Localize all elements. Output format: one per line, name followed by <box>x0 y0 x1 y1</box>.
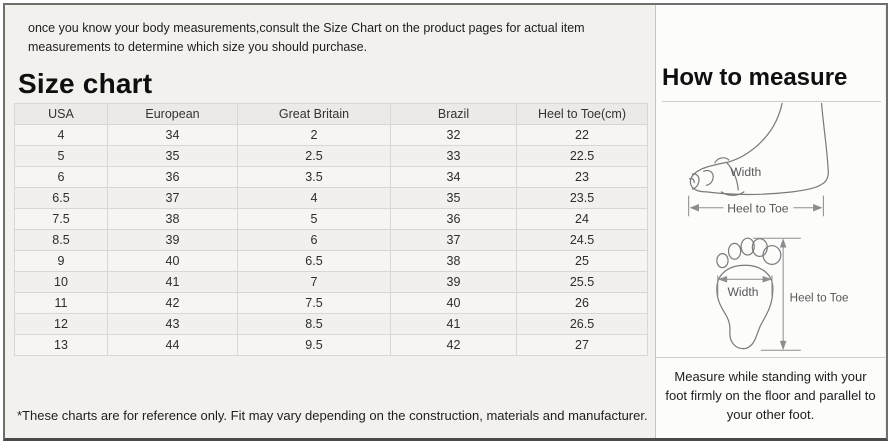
table-cell: 10 <box>14 270 108 293</box>
table-cell: 35 <box>107 144 238 167</box>
table-cell: 26 <box>516 291 648 314</box>
table-row: 8.5 39 6 37 24.5 <box>14 228 648 251</box>
table-cell: 2 <box>237 123 391 146</box>
column-header: Heel to Toe(cm) <box>516 102 648 125</box>
table-cell: 34 <box>390 165 517 188</box>
column-header: Great Britain <box>237 102 391 125</box>
table-cell: 25.5 <box>516 270 648 293</box>
reference-footnote: *These charts are for reference only. Fi… <box>17 408 648 423</box>
table-cell: 22.5 <box>516 144 648 167</box>
size-chart-panel: once you know your body measurements,con… <box>5 5 655 438</box>
table-cell: 42 <box>390 333 517 356</box>
table-row: 7.5 38 5 36 24 <box>14 207 648 230</box>
table-row: 12 43 8.5 41 26.5 <box>14 312 648 335</box>
table-cell: 24.5 <box>516 228 648 251</box>
table-body: 4 34 2 32 22 5 35 2.5 33 22.5 6 36 3.5 34 23 6.5 37 4 35 23… <box>14 123 648 356</box>
table-cell: 6 <box>237 228 391 251</box>
table-row: 6.5 37 4 35 23.5 <box>14 186 648 209</box>
table-cell: 38 <box>107 207 238 230</box>
table-cell: 4 <box>14 123 108 146</box>
table-row: 13 44 9.5 42 27 <box>14 333 648 356</box>
table-cell: 40 <box>390 291 517 314</box>
table-cell: 37 <box>390 228 517 251</box>
table-cell: 11 <box>14 291 108 314</box>
table-cell: 3.5 <box>237 165 391 188</box>
table-cell: 40 <box>107 249 238 272</box>
table-cell: 8.5 <box>237 312 391 335</box>
table-cell: 6.5 <box>237 249 391 272</box>
table-cell: 41 <box>107 270 238 293</box>
column-header: USA <box>14 102 108 125</box>
table-cell: 2.5 <box>237 144 391 167</box>
side-width-label: Width <box>730 165 761 179</box>
table-cell: 42 <box>107 291 238 314</box>
table-cell: 22 <box>516 123 648 146</box>
table-cell: 7.5 <box>14 207 108 230</box>
table-cell: 36 <box>390 207 517 230</box>
table-cell: 33 <box>390 144 517 167</box>
table-cell: 8.5 <box>14 228 108 251</box>
table-cell: 6 <box>14 165 108 188</box>
side-heel-to-toe-label: Heel to Toe <box>727 201 789 215</box>
table-cell: 27 <box>516 333 648 356</box>
foot-sole-view-icon: Width Heel to Toe <box>715 237 848 351</box>
table-cell: 35 <box>390 186 517 209</box>
table-cell: 12 <box>14 312 108 335</box>
table-row: 11 42 7.5 40 26 <box>14 291 648 314</box>
table-row: 5 35 2.5 33 22.5 <box>14 144 648 167</box>
table-cell: 24 <box>516 207 648 230</box>
table-cell: 5 <box>237 207 391 230</box>
sole-heel-to-toe-label: Heel to Toe <box>789 291 848 304</box>
measure-instruction-note: Measure while standing with your foot fi… <box>656 357 885 438</box>
table-cell: 25 <box>516 249 648 272</box>
table-cell: 9.5 <box>237 333 391 356</box>
size-chart-table: USA European Great Britain Brazil Heel to To… <box>14 102 648 356</box>
column-header: European <box>107 102 238 125</box>
header-row: USA European Great Britain Brazil Heel to To… <box>14 102 648 125</box>
table-cell: 9 <box>14 249 108 272</box>
table-cell: 39 <box>107 228 238 251</box>
table-cell: 37 <box>107 186 238 209</box>
table-header: USA European Great Britain Brazil Heel to To… <box>14 102 648 125</box>
table-cell: 5 <box>14 144 108 167</box>
column-header: Brazil <box>390 102 517 125</box>
table-cell: 4 <box>237 186 391 209</box>
size-guide-frame: once you know your body measurements,con… <box>3 3 888 441</box>
how-to-measure-panel: How to measure Width Heel to Toe <box>655 5 885 438</box>
table-cell: 32 <box>390 123 517 146</box>
sole-width-label: Width <box>727 285 758 299</box>
table-cell: 26.5 <box>516 312 648 335</box>
how-to-measure-title: How to measure <box>662 63 881 102</box>
table-row: 4 34 2 32 22 <box>14 123 648 146</box>
table-cell: 23 <box>516 165 648 188</box>
intro-text: once you know your body measurements,con… <box>28 21 585 54</box>
table-row: 9 40 6.5 38 25 <box>14 249 648 272</box>
table-cell: 44 <box>107 333 238 356</box>
table-cell: 38 <box>390 249 517 272</box>
table-cell: 13 <box>14 333 108 356</box>
table-cell: 41 <box>390 312 517 335</box>
table-cell: 6.5 <box>14 186 108 209</box>
size-chart-title: Size chart <box>18 67 153 99</box>
table-row: 6 36 3.5 34 23 <box>14 165 648 188</box>
table-row: 10 41 7 39 25.5 <box>14 270 648 293</box>
table-cell: 36 <box>107 165 238 188</box>
table-cell: 39 <box>390 270 517 293</box>
foot-side-view-icon: Width Heel to Toe <box>687 103 829 217</box>
table-cell: 23.5 <box>516 186 648 209</box>
table-cell: 7 <box>237 270 391 293</box>
table-cell: 34 <box>107 123 238 146</box>
table-cell: 7.5 <box>237 291 391 314</box>
table-cell: 43 <box>107 312 238 335</box>
